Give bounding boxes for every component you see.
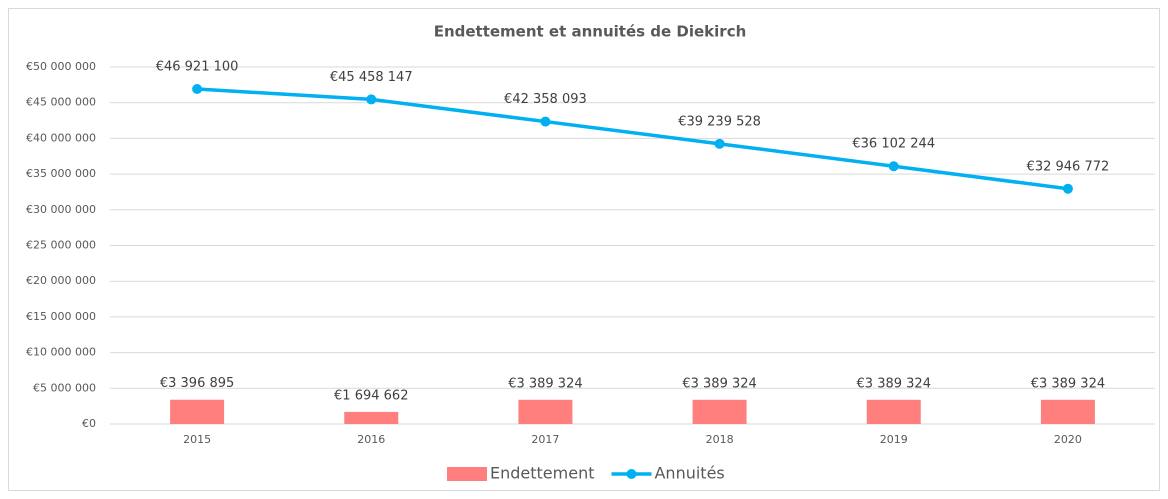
bar [518, 399, 573, 424]
data-label: €3 389 324 [508, 376, 582, 391]
data-label: €32 946 772 [1027, 159, 1110, 174]
line-point [540, 116, 551, 127]
y-tick-label: €25 000 000 [26, 239, 96, 252]
line-point [192, 83, 203, 94]
data-label: €39 239 528 [678, 114, 761, 129]
x-tick-label: 2017 [531, 433, 559, 446]
y-tick-label: €40 000 000 [26, 131, 96, 144]
x-tick-label: 2015 [183, 433, 211, 446]
x-tick-label: 2020 [1054, 433, 1082, 446]
y-tick-label: €10 000 000 [26, 346, 96, 359]
data-label: €3 389 324 [682, 376, 756, 391]
data-label: €3 389 324 [1031, 376, 1105, 391]
data-label: €3 396 895 [160, 376, 234, 391]
y-tick-label: €5 000 000 [33, 381, 96, 394]
data-label: €36 102 244 [852, 137, 935, 152]
y-tick-label: €45 000 000 [26, 96, 96, 109]
x-tick-label: 2019 [880, 433, 908, 446]
y-tick-label: €50 000 000 [26, 60, 96, 73]
line-point [888, 161, 899, 172]
line-point [1062, 183, 1073, 194]
chart-title: Endettement et annuités de Diekirch [434, 23, 747, 41]
legend-label: Endettement [490, 464, 594, 483]
legend-swatch [626, 469, 637, 479]
y-tick-label: €15 000 000 [26, 310, 96, 323]
bar [866, 399, 921, 424]
legend-swatch [447, 467, 487, 481]
bar [692, 399, 747, 424]
y-tick-label: €35 000 000 [26, 167, 96, 180]
legend-label: Annuités [654, 464, 724, 483]
x-tick-label: 2018 [706, 433, 734, 446]
line-point [366, 94, 377, 105]
data-label: €46 921 100 [156, 59, 239, 74]
bar [170, 399, 225, 424]
line-point [714, 138, 725, 149]
data-label: €42 358 093 [504, 92, 587, 107]
bar [344, 411, 399, 424]
data-label: €1 694 662 [334, 388, 408, 403]
y-tick-label: €30 000 000 [26, 203, 96, 216]
y-tick-label: €0 [82, 417, 96, 430]
bar [1040, 399, 1095, 424]
y-tick-label: €20 000 000 [26, 274, 96, 287]
data-label: €45 458 147 [330, 70, 413, 85]
line [196, 87, 1069, 191]
data-label: €3 389 324 [857, 376, 931, 391]
x-tick-label: 2016 [357, 433, 385, 446]
